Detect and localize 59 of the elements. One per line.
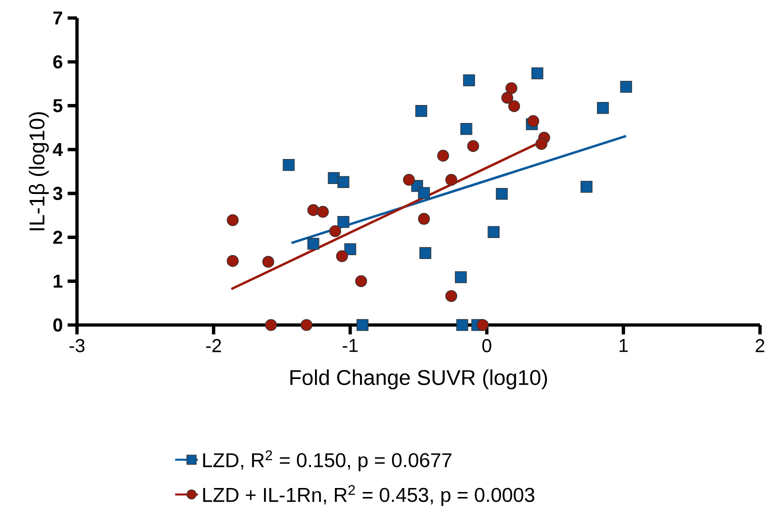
point (419, 247, 432, 260)
point (496, 188, 508, 200)
point (536, 138, 548, 150)
point (356, 319, 368, 331)
point (527, 115, 540, 128)
y-axis-title: IL-1β (log10) (28, 112, 49, 230)
point (226, 214, 239, 226)
point (596, 102, 609, 114)
x-tick-label: 2 (756, 339, 764, 352)
point (418, 187, 430, 199)
x-tick-label: 0 (482, 339, 492, 352)
point (282, 158, 295, 171)
point (620, 80, 632, 93)
point (445, 174, 458, 186)
y-tick-label: 1 (54, 274, 62, 288)
legend-label: LZD, R$^{2}$ = 0.150, p = 0.0677 (203, 450, 452, 472)
point (337, 176, 350, 188)
point (403, 174, 415, 186)
point (307, 238, 320, 250)
point (344, 243, 356, 256)
point (316, 206, 329, 218)
point (501, 92, 514, 104)
point (580, 180, 592, 193)
point (415, 105, 428, 117)
point (476, 319, 489, 331)
x-tick-label: -1 (342, 339, 358, 352)
x-axis-title: Fold Change SUVR (log10) (290, 369, 547, 390)
point (505, 82, 518, 94)
point (226, 255, 239, 267)
x-tick-label: 1 (620, 339, 628, 352)
y-tick-label: 4 (52, 143, 63, 156)
point (265, 319, 277, 331)
point (418, 212, 430, 225)
y-tick-label: 7 (53, 12, 62, 24)
point (454, 271, 467, 284)
point (300, 319, 312, 331)
point (463, 74, 475, 86)
y-tick-label: 2 (53, 230, 62, 244)
point (445, 290, 458, 302)
point (336, 250, 348, 262)
x-tick-label: -2 (206, 339, 221, 352)
point (355, 275, 368, 288)
point (488, 226, 500, 238)
legend-label: LZD + IL-1Rn, R$^{2}$ = 0.453, p = 0.0003 (203, 485, 534, 506)
y-tick-label: 3 (52, 186, 62, 200)
y-tick-label: 5 (53, 99, 62, 112)
y-tick-label: 0 (53, 318, 62, 332)
point (337, 216, 350, 228)
point (456, 319, 468, 331)
point (437, 150, 450, 162)
point (531, 67, 544, 80)
point (460, 123, 472, 135)
x-tick-label: -3 (70, 339, 84, 352)
point (307, 204, 320, 216)
point (262, 256, 274, 268)
point (329, 225, 342, 238)
point (508, 100, 520, 112)
y-tick-label: 6 (53, 55, 62, 68)
point (467, 140, 480, 152)
